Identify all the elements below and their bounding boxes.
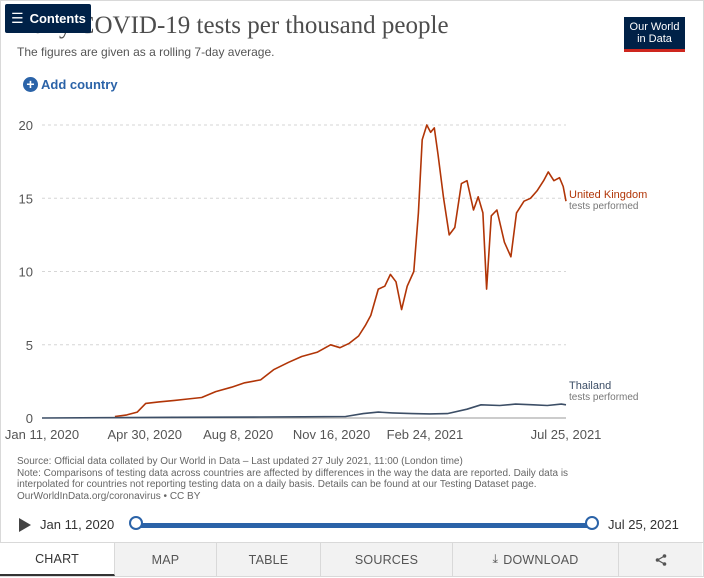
tab-download[interactable]: ⤓ DOWNLOAD	[453, 543, 619, 576]
tab-table-label: TABLE	[248, 552, 289, 567]
plus-icon: +	[23, 77, 38, 92]
play-icon[interactable]	[19, 518, 31, 532]
x-tick-label: Jul 25, 2021	[531, 427, 602, 442]
footnote-note-2: interpolated for countries not reporting…	[17, 479, 537, 490]
add-country-button[interactable]: + Add country	[23, 77, 118, 92]
tab-bar: CHART MAP TABLE SOURCES ⤓ DOWNLOAD	[0, 542, 704, 578]
tab-chart[interactable]: CHART	[0, 543, 115, 576]
y-tick-label: 15	[19, 191, 33, 206]
tab-download-label: DOWNLOAD	[503, 552, 579, 567]
footnote-source: Source: Official data collated by Our Wo…	[17, 456, 463, 467]
x-tick-label: Feb 24, 2021	[387, 427, 464, 442]
share-icon	[655, 553, 666, 566]
contents-button[interactable]: ☰ Contents	[5, 4, 91, 33]
series-line-united-kingdom	[114, 124, 567, 418]
chart-footnote: Source: Official data collated by Our Wo…	[17, 456, 657, 502]
logo-line2: in Data	[637, 33, 672, 45]
x-tick-label: Jan 11, 2020	[5, 427, 79, 442]
series-line-thailand	[41, 403, 567, 419]
line-chart: 0 5 10 15 20 Jan 11, 2020 Apr 30, 2020 Aug 8, 2…	[5, 118, 647, 442]
timeline-end-handle[interactable]	[585, 516, 599, 530]
timeline-start-handle[interactable]	[129, 516, 143, 530]
download-icon: ⤓	[492, 552, 499, 566]
series-label: United Kingdom	[569, 189, 647, 201]
owid-logo[interactable]: Our World in Data	[624, 17, 685, 52]
y-tick-label: 0	[26, 411, 33, 426]
chart-subtitle: The figures are given as a rolling 7-day…	[17, 45, 275, 59]
x-tick-label: Aug 8, 2020	[203, 427, 273, 442]
tab-sources[interactable]: SOURCES	[321, 543, 453, 576]
add-country-label: Add country	[41, 77, 118, 92]
contents-label: Contents	[29, 11, 86, 26]
y-tick-label: 5	[26, 338, 33, 353]
series-sublabel: tests performed	[569, 392, 638, 403]
y-tick-label: 20	[19, 118, 33, 133]
x-tick-label: Apr 30, 2020	[108, 427, 182, 442]
logo-line1: Our World	[629, 21, 680, 33]
menu-icon: ☰	[11, 10, 24, 26]
series-label: Thailand	[569, 380, 611, 392]
tab-chart-label: CHART	[35, 551, 79, 566]
x-tick-label: Nov 16, 2020	[293, 427, 370, 442]
tab-table[interactable]: TABLE	[217, 543, 321, 576]
y-tick-label: 10	[19, 265, 33, 280]
timeline: Jan 11, 2020 Jul 25, 2021	[0, 514, 704, 536]
tab-map[interactable]: MAP	[115, 543, 217, 576]
series-sublabel: tests performed	[569, 201, 638, 212]
timeline-track[interactable]	[136, 523, 592, 528]
tab-share[interactable]	[619, 543, 702, 576]
footnote-note-1: Note: Comparisons of testing data across…	[17, 467, 569, 479]
tab-map-label: MAP	[151, 552, 180, 567]
timeline-start-label: Jan 11, 2020	[40, 517, 115, 532]
timeline-end-label: Jul 25, 2021	[608, 517, 679, 532]
footnote-license: OurWorldInData.org/coronavirus • CC BY	[17, 490, 201, 502]
tab-sources-label: SOURCES	[354, 552, 419, 567]
